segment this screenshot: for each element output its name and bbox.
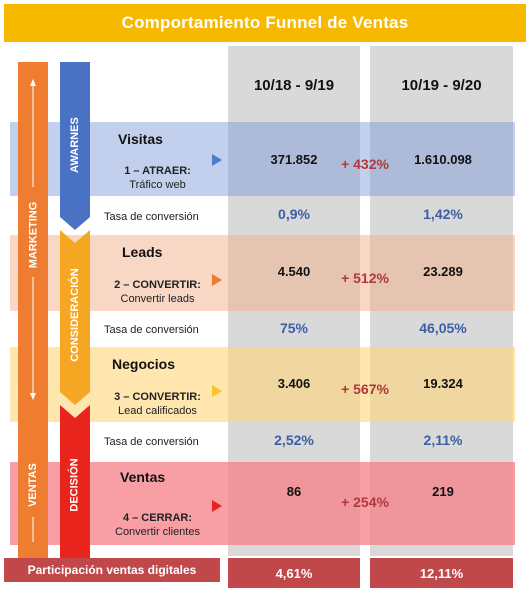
stage-value-period1: 371.852 — [270, 152, 318, 167]
band-visitas — [10, 122, 515, 196]
stage-desc: Convertir leads — [120, 293, 195, 305]
stage-desc: Convertir clientes — [115, 526, 200, 538]
stage-growth: + 254% — [341, 494, 389, 510]
stage-value-period2: 219 — [432, 484, 454, 499]
stage-step: 4 – CERRAR: — [122, 512, 193, 524]
conversion-value-period2: 46,05% — [419, 320, 467, 336]
stage-arrow-icon — [212, 154, 222, 166]
stage-arrow-icon — [212, 274, 222, 286]
conversion-value-period1: 0,9% — [278, 206, 310, 222]
stage-desc: Tráfico web — [129, 179, 186, 191]
stage-step: 3 – CONVERTIR: — [114, 391, 201, 403]
stage-growth: + 432% — [341, 156, 389, 172]
stage-value-period1: 4.540 — [277, 264, 311, 279]
band-negocios — [10, 347, 515, 422]
band-ventas — [10, 462, 515, 545]
stage-name: Visitas — [118, 131, 163, 147]
marketing-ventas-bar — [18, 62, 48, 558]
stage-step: 1 – ATRAER: — [124, 165, 191, 177]
stage-value-period1: 3.406 — [277, 376, 311, 391]
stage-growth: + 512% — [341, 270, 389, 286]
stage-name: Ventas — [120, 469, 166, 485]
conversion-label: Tasa de conversión — [104, 436, 199, 448]
column-header-period2: 10/19 - 9/20 — [401, 77, 482, 94]
ventas-label: VENTAS — [27, 463, 39, 507]
stage-arrow-icon — [212, 500, 222, 512]
footer-value-period1: 4,61% — [228, 558, 360, 588]
conversion-value-period2: 1,42% — [423, 206, 463, 222]
column-header-period1: 10/18 - 9/19 — [253, 77, 335, 94]
stage-value-period2: 19.324 — [423, 376, 463, 391]
footer-label: Participación ventas digitales — [4, 558, 220, 582]
stage-growth: + 567% — [341, 381, 389, 397]
stage-arrow-icon — [212, 385, 222, 397]
conversion-label: Tasa de conversión — [104, 324, 199, 336]
stage-desc: Lead calificados — [118, 405, 197, 417]
stage-name: Leads — [122, 244, 163, 260]
conversion-value-period1: 75% — [279, 320, 309, 336]
funnel-ribbon — [60, 62, 90, 558]
decision-label: DECISIÓN — [69, 458, 81, 512]
marketing-label: MARKETING — [27, 201, 40, 269]
conversion-value-period2: 2,11% — [423, 432, 463, 448]
consideracion-label: CONSIDERACIÓN — [69, 268, 82, 362]
stage-value-period2: 23.289 — [423, 264, 463, 279]
band-leads — [10, 235, 515, 311]
stage-value-period1: 86 — [286, 484, 302, 499]
conversion-value-period1: 2,52% — [274, 432, 314, 448]
awarnes-label: AWARNES — [69, 117, 81, 173]
page-title: Comportamiento Funnel de Ventas — [4, 4, 526, 42]
footer-value-period2: 12,11% — [370, 558, 513, 588]
stage-step: 2 – CONVERTIR: — [114, 279, 201, 291]
stage-name: Negocios — [112, 356, 176, 372]
stage-value-period2: 1.610.098 — [414, 152, 472, 167]
conversion-label: Tasa de conversión — [104, 211, 199, 223]
